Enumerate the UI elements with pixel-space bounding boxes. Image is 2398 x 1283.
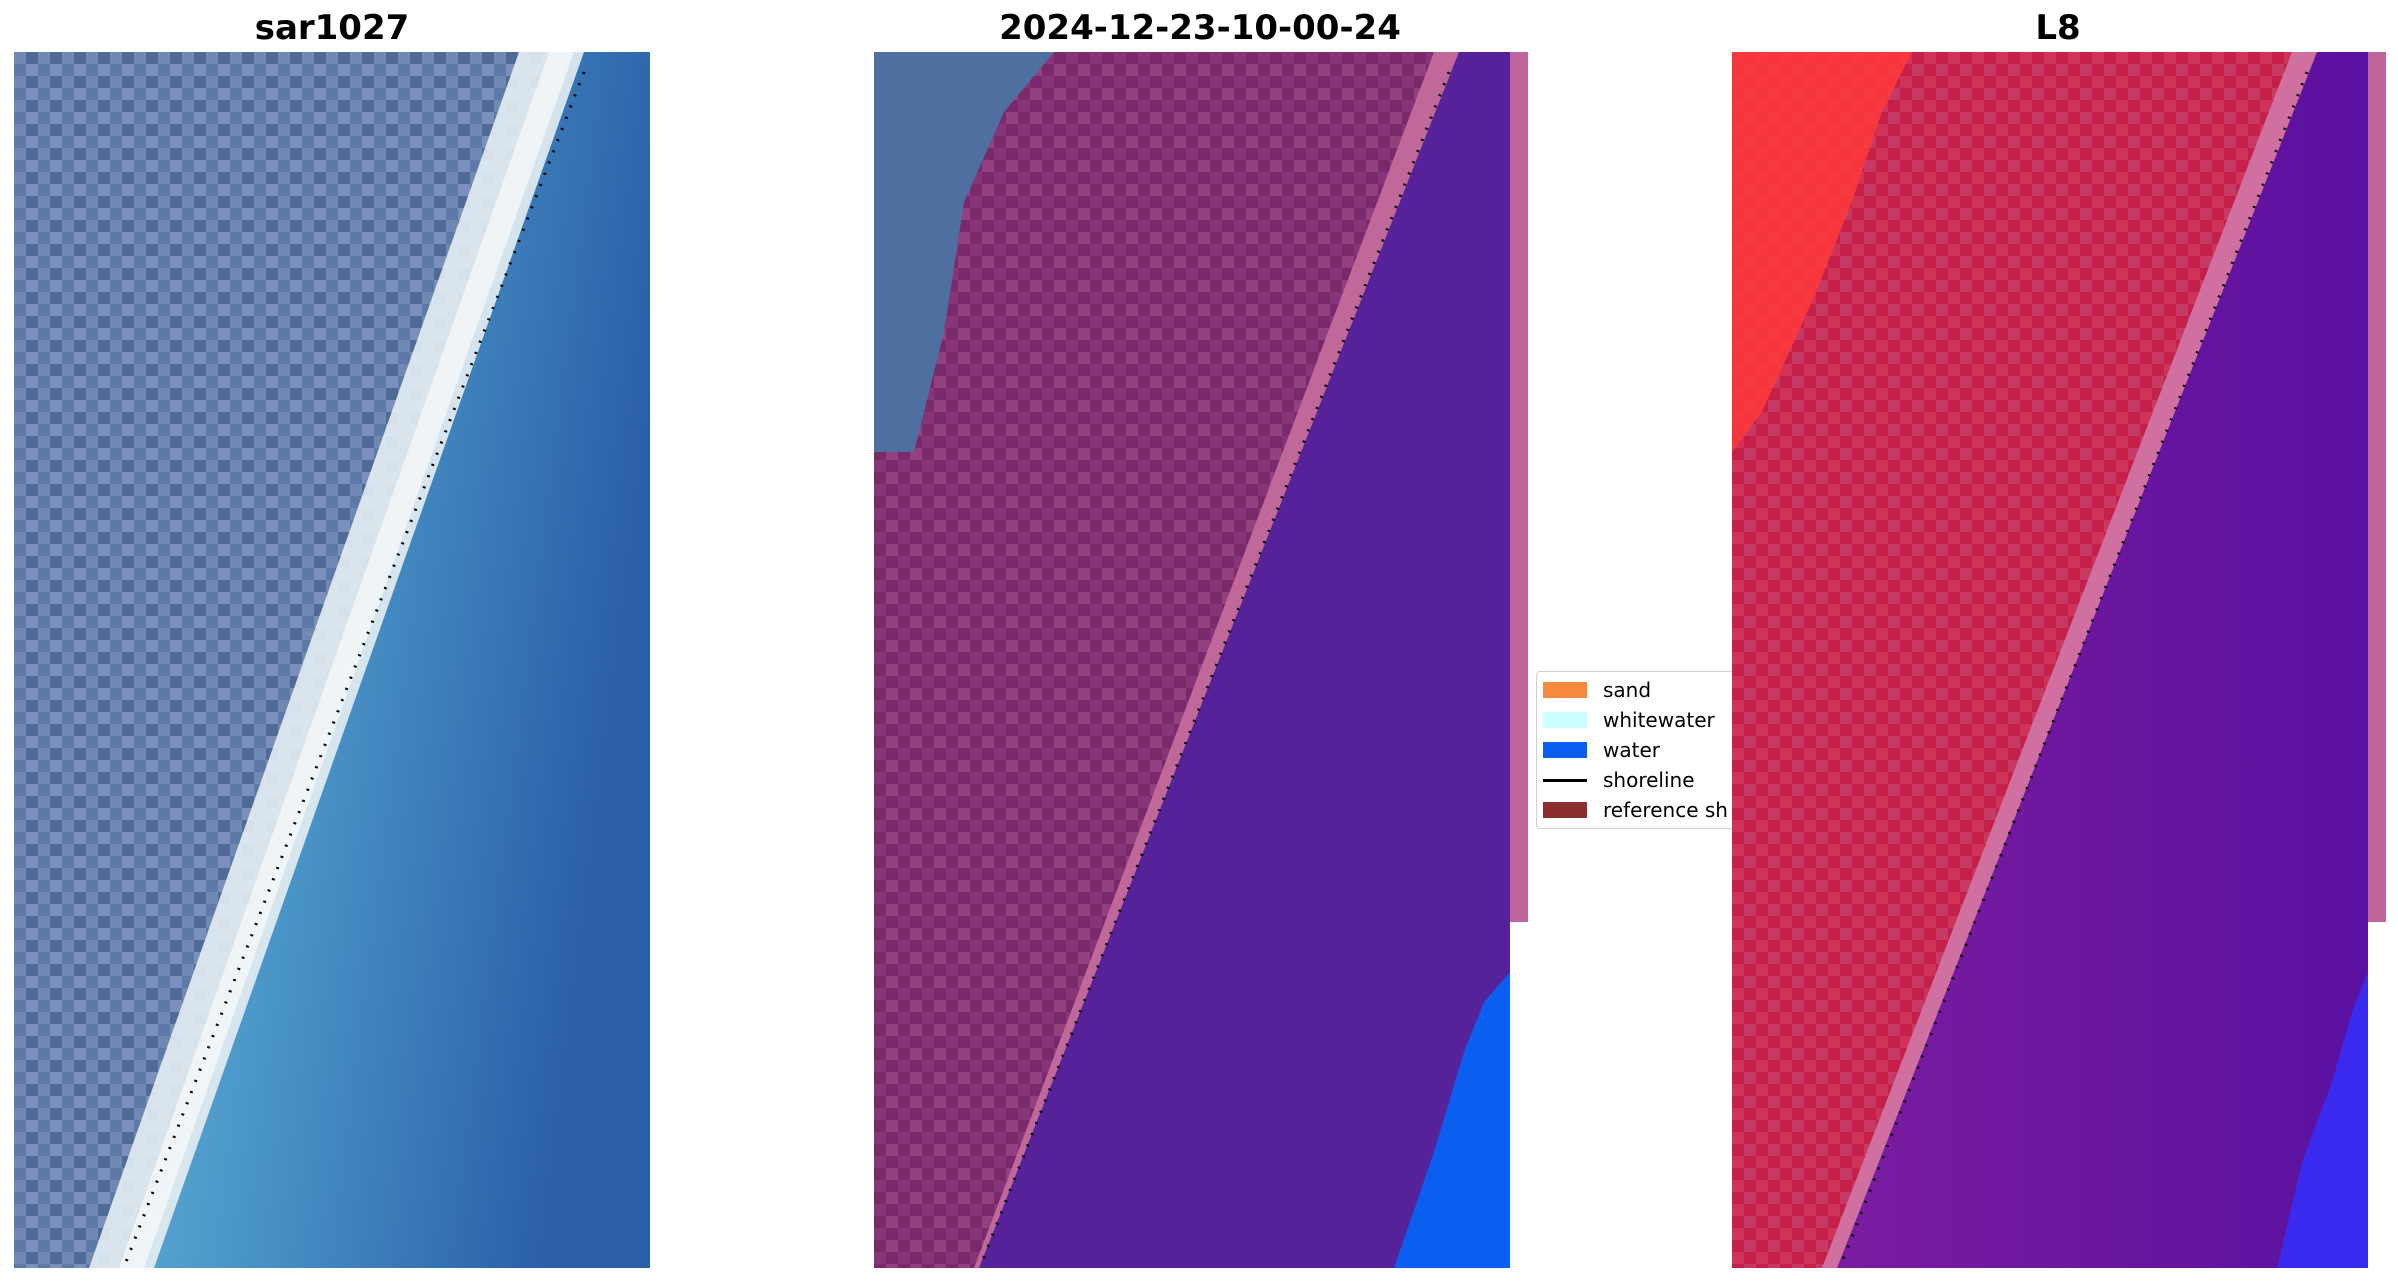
panel-title-date: 2024-12-23-10-00-24 (999, 8, 1401, 48)
legend-label-whitewater: whitewater (1603, 708, 1715, 732)
legend-label-reference: reference sh (1603, 798, 1728, 822)
false-color-image-svg (1732, 52, 2386, 1268)
whitewater-strip (119, 52, 574, 1268)
legend-line-shoreline (1543, 778, 1587, 782)
shoreline-line (124, 71, 586, 1263)
legend-swatch-reference (1543, 802, 1587, 818)
panel-title-l8: L8 (2035, 8, 2081, 48)
legend-label-shoreline: shoreline (1603, 768, 1695, 792)
water-edge-area (1394, 972, 1510, 1268)
water-area (134, 52, 650, 1268)
panel-title-sar: sar1027 (254, 8, 410, 48)
classified-image (874, 52, 1528, 1268)
legend-item-reference: reference sh (1543, 795, 1728, 825)
reference-strip-l8 (2368, 52, 2386, 922)
legend-item-shoreline: shoreline (1543, 765, 1695, 795)
water-area-l8 (1837, 52, 2368, 1268)
water-edge-area-l8 (2277, 972, 2368, 1268)
legend-swatch-sand (1543, 682, 1587, 698)
legend-item-sand: sand (1543, 675, 1651, 705)
water-class (979, 52, 1510, 1268)
legend-item-water: water (1543, 735, 1660, 765)
legend: sand whitewater water shoreline referenc… (1536, 671, 1736, 829)
rgb-image-svg (14, 52, 650, 1268)
legend-item-whitewater: whitewater (1543, 705, 1715, 735)
false-color-image (1732, 52, 2386, 1268)
legend-swatch-whitewater (1543, 712, 1587, 728)
reference-strip (1510, 52, 1528, 922)
legend-label-sand: sand (1603, 678, 1652, 702)
legend-label-water: water (1603, 738, 1660, 762)
bright-land-area (1732, 52, 1912, 452)
unclassified-area (874, 52, 1054, 452)
classified-image-svg (874, 52, 1528, 1268)
satellite-image-rgb (14, 52, 650, 1268)
legend-swatch-water (1543, 742, 1587, 758)
